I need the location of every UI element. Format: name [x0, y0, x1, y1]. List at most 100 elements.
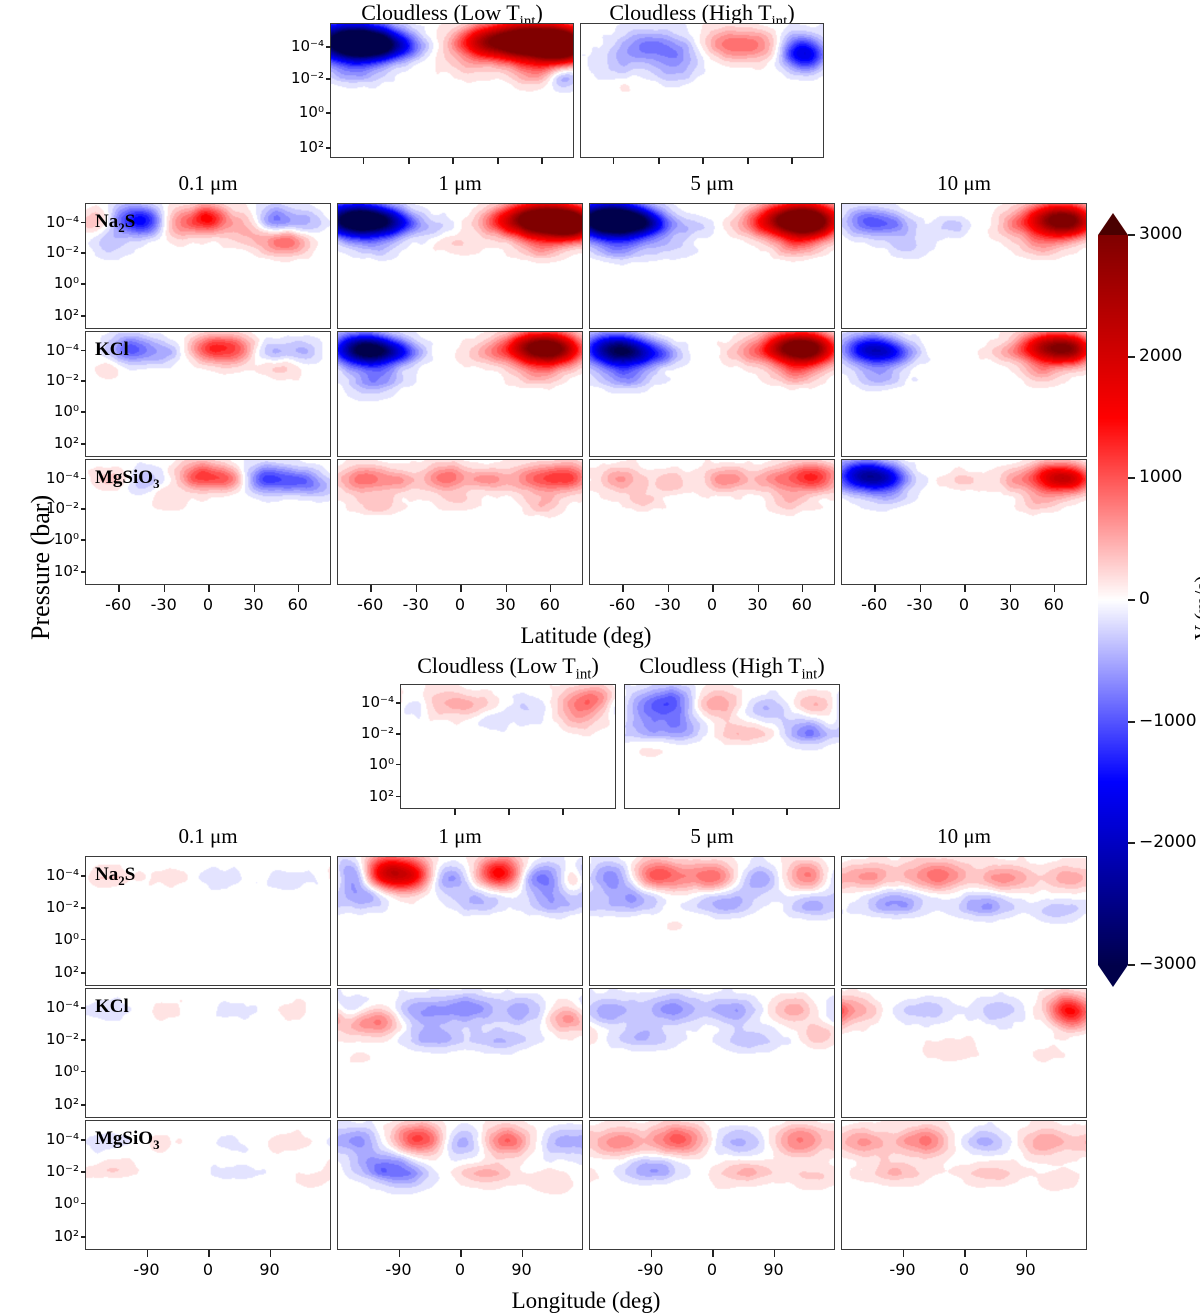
grid-top-panel-Na2S-1[interactable] [337, 203, 583, 329]
tick-mark [398, 1250, 400, 1257]
tick-mark [667, 585, 670, 592]
grid-bottom-rowlabel-2: MgSiO3 [95, 1128, 160, 1152]
colorbar[interactable] [1098, 235, 1128, 965]
grid-top-colhdr-0: 0.1 μm [178, 171, 238, 195]
grid-top-panel-MgSiO3-10[interactable] [841, 459, 1087, 585]
mid-ytick-1: 10⁻² [360, 724, 394, 742]
grid-top-panel-Na2S-5[interactable] [589, 203, 835, 329]
tick-mark [622, 585, 624, 592]
tick-mark [81, 1039, 86, 1041]
tick-mark [118, 585, 120, 592]
grid-bottom-panel-KCl-0.1[interactable] [85, 988, 331, 1118]
grid-top-xtick-2-0: -60 [609, 595, 636, 614]
mid-cloudless-panel-0[interactable] [400, 684, 616, 809]
tick-mark [81, 508, 86, 510]
grid-top-colhdr-2: 5 μm [690, 171, 734, 195]
grid-top-xtick-0-0: -60 [105, 595, 132, 614]
grid-bottom-colhdr-2: 5 μm [690, 824, 734, 848]
tick-mark [757, 585, 759, 592]
colorbar-ticklabel-3: 0 [1139, 589, 1150, 609]
grid-top-panel-KCl-5[interactable] [589, 331, 835, 457]
top-ytick-2: 10⁰ [298, 103, 324, 121]
grid-bottom-rowlabel-1: KCl [95, 996, 129, 1017]
mid-cloudless-panel-0-canvas [401, 685, 615, 808]
grid-bottom-panel-Na2S-0.1[interactable] [85, 856, 331, 986]
grid-top-panel-MgSiO3-0.1-canvas [86, 460, 330, 584]
grid-top-panel-KCl-1[interactable] [337, 331, 583, 457]
grid-bottom-panel-MgSiO3-1-canvas [338, 1121, 582, 1249]
mid-cloudless-panel-1[interactable] [624, 684, 840, 809]
tick-mark [612, 158, 615, 164]
grid-bottom-xtick-1-1: 0 [454, 1260, 466, 1279]
tick-mark [81, 1236, 86, 1238]
tick-mark [454, 809, 456, 815]
grid-bottom-panel-Na2S-0.1-canvas [86, 857, 330, 985]
grid-top-xtick-2-3: 30 [747, 595, 768, 614]
longitude-axis-label: Longitude (deg) [511, 1288, 661, 1313]
grid-bottom-panel-KCl-10[interactable] [841, 988, 1087, 1118]
mid-ytick-3: 10² [368, 786, 394, 805]
grid-bottom-panel-MgSiO3-5[interactable] [589, 1120, 835, 1250]
tick-mark [253, 585, 255, 592]
tick-mark [508, 809, 510, 815]
tick-mark [208, 1250, 210, 1257]
grid-top-panel-KCl-10[interactable] [841, 331, 1087, 457]
grid-top-ytick-1-1: 10⁻² [45, 371, 79, 390]
grid-top-colhdr-3: 10 μm [937, 171, 991, 195]
grid-top-xtick-3-3: 30 [999, 595, 1020, 614]
grid-bottom-xtick-1-2: 90 [511, 1260, 532, 1279]
grid-bottom-panel-Na2S-1[interactable] [337, 856, 583, 986]
colorbar-extend-top [1098, 213, 1128, 235]
grid-bottom-panel-Na2S-10-canvas [842, 857, 1086, 985]
tick-mark [81, 539, 86, 541]
tick-mark [81, 315, 86, 317]
grid-top-xtick-1-4: 60 [539, 595, 560, 614]
tick-mark [396, 795, 401, 797]
tick-mark [791, 158, 793, 164]
grid-bottom-panel-MgSiO3-10[interactable] [841, 1120, 1087, 1250]
mid-title-1: Cloudless (High Tint) [639, 653, 825, 683]
grid-bottom-panel-KCl-5[interactable] [589, 988, 835, 1118]
grid-bottom-panel-Na2S-10[interactable] [841, 856, 1087, 986]
grid-top-xtick-2-1: -30 [654, 595, 681, 614]
grid-bottom-xtick-0-0: -90 [133, 1260, 160, 1279]
grid-top-panel-MgSiO3-0.1[interactable] [85, 459, 331, 585]
top-cloudless-panel-0[interactable] [330, 23, 574, 158]
tick-mark [497, 158, 499, 164]
tick-mark [712, 1250, 714, 1257]
grid-bottom-ytick-0-3: 10² [53, 963, 79, 981]
tick-mark [415, 585, 418, 592]
grid-top-ytick-0-3: 10² [53, 306, 79, 325]
tick-mark [678, 809, 680, 815]
top-cloudless-panel-1[interactable] [580, 23, 824, 158]
grid-bottom-panel-Na2S-5[interactable] [589, 856, 835, 986]
grid-top-xtick-3-2: 0 [958, 595, 970, 614]
grid-top-rowlabel-1: KCl [95, 339, 129, 360]
colorbar-ticklabel-0: 3000 [1139, 224, 1183, 244]
mid-ytick-2: 10⁰ [368, 754, 394, 773]
colorbar-ticklabel-4: −1000 [1139, 710, 1197, 731]
grid-bottom-xtick-3-1: 0 [958, 1260, 970, 1279]
tick-mark [362, 158, 365, 164]
grid-top-panel-MgSiO3-1[interactable] [337, 459, 583, 585]
grid-bottom-xtick-1-0: -90 [385, 1260, 412, 1279]
grid-top-ytick-1-3: 10² [53, 434, 79, 453]
colorbar-ticklabel-5: −2000 [1139, 832, 1197, 853]
grid-top-ytick-1-2: 10⁰ [53, 402, 79, 421]
grid-bottom-ytick-1-2: 10⁰ [53, 1061, 79, 1080]
grid-top-panel-MgSiO3-5[interactable] [589, 459, 835, 585]
grid-top-xtick-3-0: -60 [861, 595, 888, 614]
grid-top-panel-Na2S-0.1[interactable] [85, 203, 331, 329]
grid-bottom-panel-KCl-1[interactable] [337, 988, 583, 1118]
tick-mark [732, 809, 734, 815]
tick-mark [505, 585, 507, 592]
grid-bottom-panel-MgSiO3-1[interactable] [337, 1120, 583, 1250]
grid-top-colhdr-1: 1 μm [438, 171, 482, 195]
grid-top-panel-Na2S-5-canvas [590, 204, 834, 328]
grid-top-panel-Na2S-10-canvas [842, 204, 1086, 328]
grid-top-panel-KCl-0.1[interactable] [85, 331, 331, 457]
tick-mark [81, 875, 86, 877]
grid-bottom-panel-MgSiO3-0.1[interactable] [85, 1120, 331, 1250]
grid-top-panel-Na2S-10[interactable] [841, 203, 1087, 329]
